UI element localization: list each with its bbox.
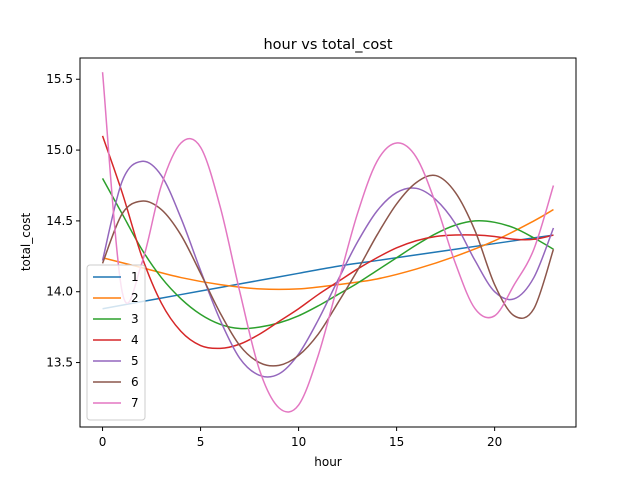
legend-label-6: 6 bbox=[131, 375, 139, 389]
legend-label-1: 1 bbox=[131, 270, 139, 284]
legend-label-5: 5 bbox=[131, 354, 139, 368]
legend: 1 2 3 4 5 6 7 bbox=[86, 264, 146, 421]
chart-title: hour vs total_cost bbox=[263, 37, 392, 53]
x-tick-label: 0 bbox=[99, 435, 107, 449]
legend-label-2: 2 bbox=[131, 291, 139, 305]
plot-frame bbox=[79, 57, 577, 428]
x-tick-label: 10 bbox=[291, 435, 306, 449]
x-axis-label: hour bbox=[314, 455, 342, 469]
legend-label-4: 4 bbox=[131, 333, 139, 347]
series-line-5 bbox=[101, 160, 555, 378]
y-tick-label: 15.0 bbox=[46, 143, 73, 157]
y-axis-label: total_cost bbox=[19, 213, 33, 272]
series-line-6 bbox=[101, 174, 555, 367]
x-tick-label: 5 bbox=[197, 435, 205, 449]
y-tick-label: 14.0 bbox=[46, 285, 73, 299]
y-tick-label: 14.5 bbox=[46, 214, 73, 228]
x-axis: 0 5 10 15 20 bbox=[99, 427, 502, 449]
x-tick-label: 15 bbox=[389, 435, 404, 449]
series-line-1 bbox=[102, 234, 554, 310]
legend-label-3: 3 bbox=[131, 312, 139, 326]
x-tick-label: 20 bbox=[487, 435, 502, 449]
y-tick-label: 15.5 bbox=[46, 72, 73, 86]
series-line-3 bbox=[101, 178, 554, 330]
legend-label-7: 7 bbox=[131, 396, 139, 410]
series-line-7 bbox=[101, 72, 555, 413]
plot-lines bbox=[101, 72, 555, 413]
y-axis: 13.5 14.0 14.5 15.0 15.5 bbox=[46, 72, 80, 370]
y-tick-label: 13.5 bbox=[46, 356, 73, 370]
